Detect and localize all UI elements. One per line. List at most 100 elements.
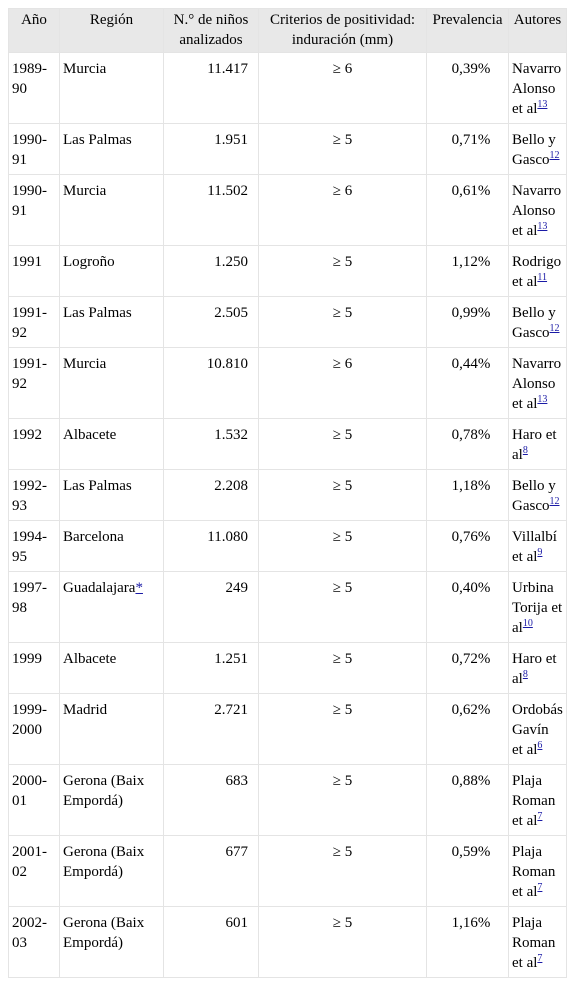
year-cell: 1989-90 [8, 52, 60, 124]
prevalence-cell: 0,62% [426, 693, 509, 765]
children-count-cell: 1.532 [163, 418, 259, 470]
region-text: Gerona (Baix Empordá) [63, 915, 145, 951]
table-row: 1992-93 Las Palmas 2.208 ≥ 5 1,18% Bello y Ga… [8, 469, 567, 521]
table-row: 2002-03 Gerona (Baix Empordá) 601 ≥ 5 1,16% P… [8, 906, 567, 978]
reference-link[interactable]: 9 [537, 547, 543, 558]
prevalence-cell: 1,12% [426, 245, 509, 297]
authors-cell: Ordobás Gavín et al6 [508, 693, 567, 765]
prevalence-cell: 0,72% [426, 642, 509, 694]
authors-cell: Bello y Gasco12 [508, 469, 567, 521]
prevalence-table: Año Región N.° de niños analizados Crite… [8, 8, 567, 978]
header-row: Año Región N.° de niños analizados Crite… [8, 8, 567, 53]
prevalence-cell: 0,88% [426, 764, 509, 836]
prevalence-cell: 0,71% [426, 123, 509, 175]
table-row: 1989-90 Murcia 11.417 ≥ 6 0,39% Navarro Alons… [8, 52, 567, 124]
authors-cell: Urbina Torija et al10 [508, 571, 567, 643]
prevalence-cell: 0,40% [426, 571, 509, 643]
table-row: 1990-91 Las Palmas 1.951 ≥ 5 0,71% Bello y Ga… [8, 123, 567, 175]
region-text: Guadalajara [63, 580, 136, 596]
authors-text: Navarro Alonso et al [512, 356, 562, 412]
criterion-cell: ≥ 5 [258, 571, 427, 643]
authors-text: Haro et al [512, 427, 557, 463]
table-row: 1994-95 Barcelona 11.080 ≥ 5 0,76% Villalbí e… [8, 520, 567, 572]
year-cell: 1992 [8, 418, 60, 470]
table-row: 1997-98 Guadalajara* 249 ≥ 5 0,40% Urbina Tor… [8, 571, 567, 643]
reference-link[interactable]: 8 [522, 669, 528, 680]
header-prevalence: Prevalencia [426, 8, 509, 53]
year-cell: 1999 [8, 642, 60, 694]
children-count-cell: 11.502 [163, 174, 259, 246]
authors-text: Urbina Torija et al [512, 580, 563, 636]
authors-cell: Plaja Roman et al7 [508, 835, 567, 907]
reference-link[interactable]: 10 [522, 618, 533, 629]
authors-cell: Bello y Gasco12 [508, 123, 567, 175]
children-count-cell: 2.208 [163, 469, 259, 521]
prevalence-cell: 0,99% [426, 296, 509, 348]
table-row: 1991-92 Las Palmas 2.505 ≥ 5 0,99% Bello y Ga… [8, 296, 567, 348]
reference-link[interactable]: 13 [537, 221, 548, 232]
table-row: 1999-2000 Madrid 2.721 ≥ 5 0,62% Ordobás Gaví… [8, 693, 567, 765]
region-cell: Logroño [59, 245, 164, 297]
header-children-count: N.° de niños analizados [163, 8, 259, 53]
criterion-cell: ≥ 5 [258, 520, 427, 572]
authors-cell: Rodrigo et al11 [508, 245, 567, 297]
region-cell: Gerona (Baix Empordá) [59, 835, 164, 907]
criterion-cell: ≥ 5 [258, 764, 427, 836]
children-count-cell: 601 [163, 906, 259, 978]
reference-link[interactable]: 11 [537, 272, 548, 283]
authors-text: Ordobás Gavín et al [512, 702, 563, 758]
reference-link[interactable]: 12 [549, 496, 560, 507]
authors-text: Navarro Alonso et al [512, 61, 562, 117]
region-cell: Guadalajara* [59, 571, 164, 643]
year-cell: 1997-98 [8, 571, 60, 643]
reference-link[interactable]: 7 [537, 882, 543, 893]
reference-link[interactable]: 6 [537, 740, 543, 751]
children-count-cell: 1.251 [163, 642, 259, 694]
region-text: Barcelona [63, 529, 124, 545]
children-count-cell: 1.250 [163, 245, 259, 297]
criterion-cell: ≥ 5 [258, 418, 427, 470]
table-body: 1989-90 Murcia 11.417 ≥ 6 0,39% Navarro Alons… [8, 52, 567, 978]
reference-link[interactable]: 13 [537, 99, 548, 110]
region-footnote-link[interactable]: * [135, 580, 143, 596]
region-text: Las Palmas [63, 478, 132, 494]
children-count-cell: 683 [163, 764, 259, 836]
region-text: Albacete [63, 427, 117, 443]
region-text: Las Palmas [63, 132, 132, 148]
region-cell: Las Palmas [59, 123, 164, 175]
authors-text: Rodrigo et al [512, 254, 562, 290]
reference-link[interactable]: 13 [537, 394, 548, 405]
year-cell: 1994-95 [8, 520, 60, 572]
year-cell: 2001-02 [8, 835, 60, 907]
reference-link[interactable]: 7 [537, 953, 543, 964]
region-text: Logroño [63, 254, 115, 270]
reference-link[interactable]: 12 [549, 150, 560, 161]
region-cell: Albacete [59, 642, 164, 694]
reference-link[interactable]: 12 [549, 323, 560, 334]
authors-cell: Plaja Roman et al7 [508, 906, 567, 978]
children-count-cell: 249 [163, 571, 259, 643]
prevalence-cell: 0,39% [426, 52, 509, 124]
year-cell: 2000-01 [8, 764, 60, 836]
children-count-cell: 677 [163, 835, 259, 907]
table-row: 2000-01 Gerona (Baix Empordá) 683 ≥ 5 0,88% P… [8, 764, 567, 836]
prevalence-cell: 1,16% [426, 906, 509, 978]
table-row: 1991-92 Murcia 10.810 ≥ 6 0,44% Navarro Alons… [8, 347, 567, 419]
reference-link[interactable]: 7 [537, 811, 543, 822]
region-text: Albacete [63, 651, 117, 667]
year-cell: 2002-03 [8, 906, 60, 978]
prevalence-cell: 0,78% [426, 418, 509, 470]
authors-text: Plaja Roman et al [512, 773, 556, 829]
table-row: 1999 Albacete 1.251 ≥ 5 0,72% Haro et al8 [8, 642, 567, 694]
region-cell: Gerona (Baix Empordá) [59, 764, 164, 836]
header-authors: Autores [508, 8, 567, 53]
table-row: 1992 Albacete 1.532 ≥ 5 0,78% Haro et al8 [8, 418, 567, 470]
authors-text: Bello y Gasco [512, 478, 556, 514]
reference-link[interactable]: 8 [522, 445, 528, 456]
region-text: Murcia [63, 183, 107, 199]
authors-text: Bello y Gasco [512, 305, 556, 341]
authors-text: Bello y Gasco [512, 132, 556, 168]
authors-text: Haro et al [512, 651, 557, 687]
header-region: Región [59, 8, 164, 53]
year-cell: 1991-92 [8, 296, 60, 348]
